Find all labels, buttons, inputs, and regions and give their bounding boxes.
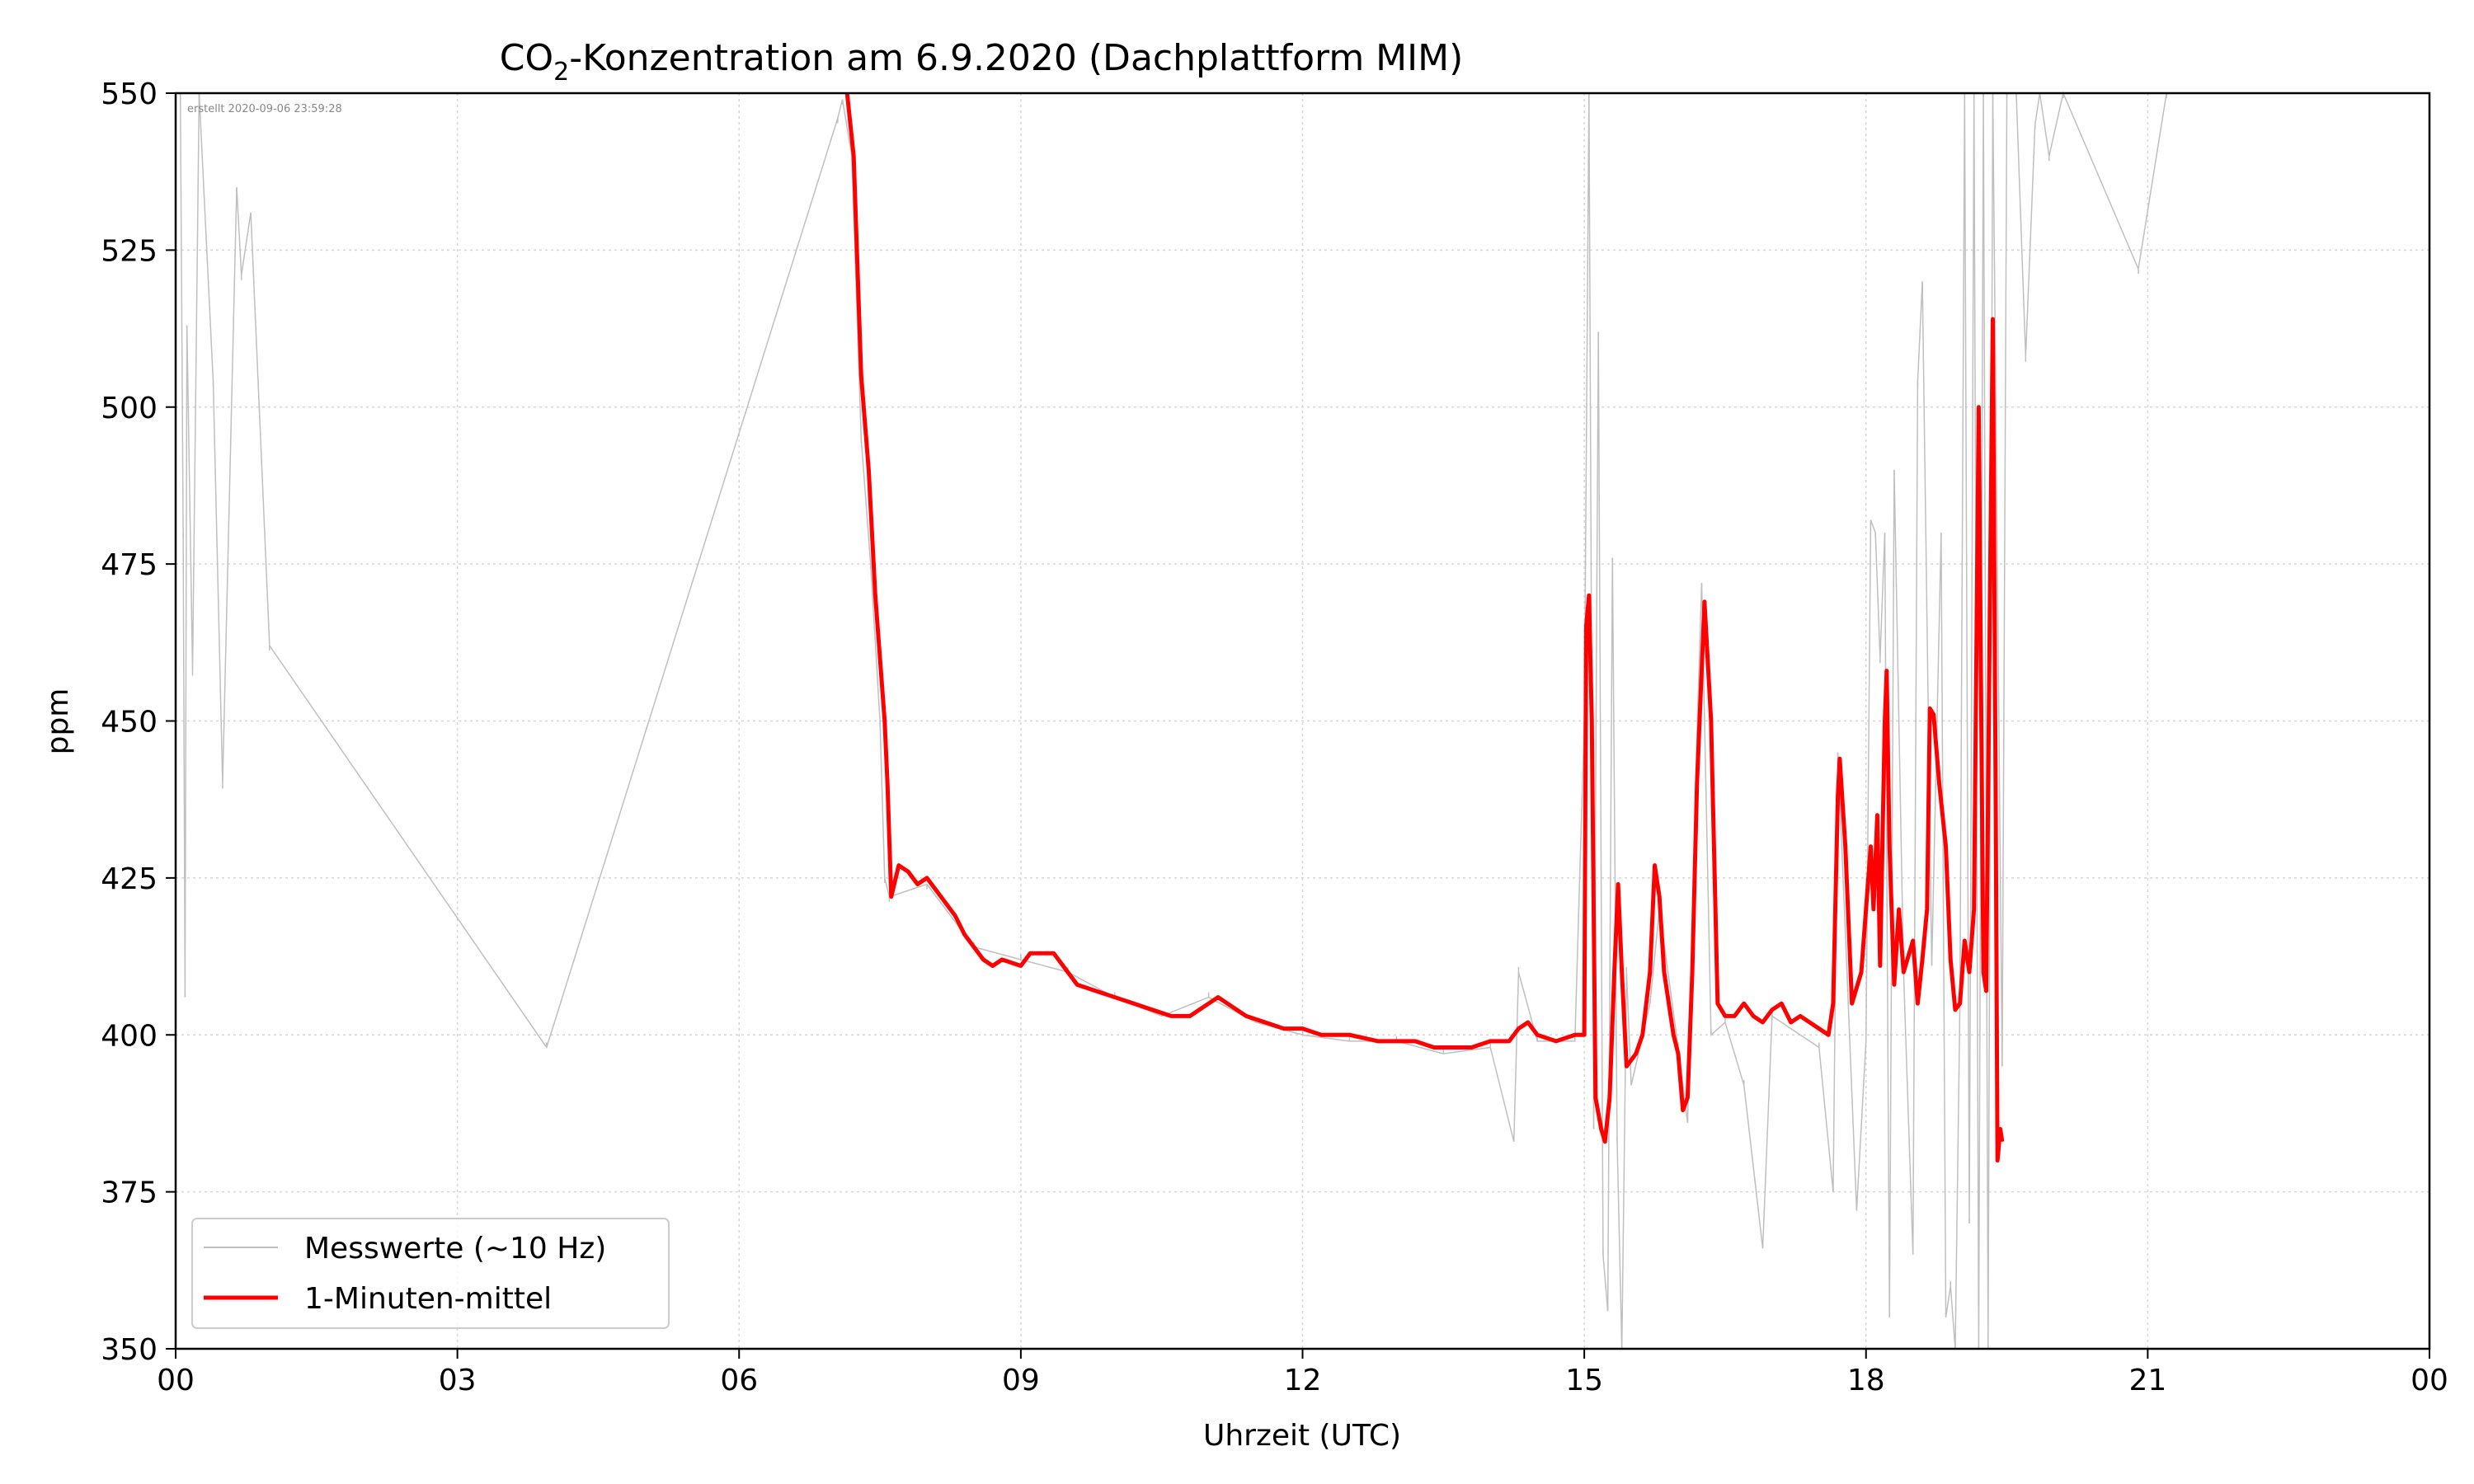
legend-label-measurements: Messwerte (~10 Hz): [304, 1232, 606, 1266]
y-axis-label: ppm: [41, 688, 75, 755]
y-tick-label: 475: [101, 548, 158, 582]
y-tick-label: 450: [101, 706, 158, 740]
y-tick-label: 500: [101, 392, 158, 425]
x-axis-label: Uhrzeit (UTC): [1203, 1419, 1401, 1453]
series-one-minute-mean: [844, 92, 2005, 1163]
x-tick-label: 21: [2128, 1364, 2166, 1397]
legend-box: [191, 1218, 670, 1329]
y-axis: 350 375 400 425 450 475 500 525 550: [101, 77, 176, 1367]
timestamp-note: erstellt 2020-09-06 23:59:28: [187, 103, 342, 115]
y-tick-label: 400: [101, 1019, 158, 1053]
x-tick-label: 06: [720, 1364, 758, 1397]
x-tick-label: 00: [2411, 1364, 2448, 1397]
series-layer: [179, 91, 2167, 1350]
x-tick-label: 00: [157, 1364, 195, 1397]
chart-title: CO2-Konzentration am 6.9.2020 (Dachplatt…: [500, 37, 1464, 87]
x-axis: 00 03 06 09 12 15 18 21 00: [157, 1349, 2448, 1397]
grid: [175, 92, 2430, 1350]
x-tick-label: 03: [439, 1364, 477, 1397]
x-tick-label: 12: [1284, 1364, 1322, 1397]
y-tick-label: 425: [101, 862, 158, 896]
x-tick-label: 15: [1565, 1364, 1603, 1397]
y-tick-label: 350: [101, 1333, 158, 1367]
x-tick-label: 09: [1002, 1364, 1040, 1397]
y-tick-label: 550: [101, 77, 158, 111]
x-tick-label: 18: [1847, 1364, 1885, 1397]
y-tick-label: 525: [101, 234, 158, 268]
series-line: [844, 92, 2005, 1163]
legend: Messwerte (~10 Hz) 1-Minuten-mittel: [191, 1218, 670, 1329]
y-tick-label: 375: [101, 1176, 158, 1210]
legend-label-mean: 1-Minuten-mittel: [304, 1282, 552, 1316]
